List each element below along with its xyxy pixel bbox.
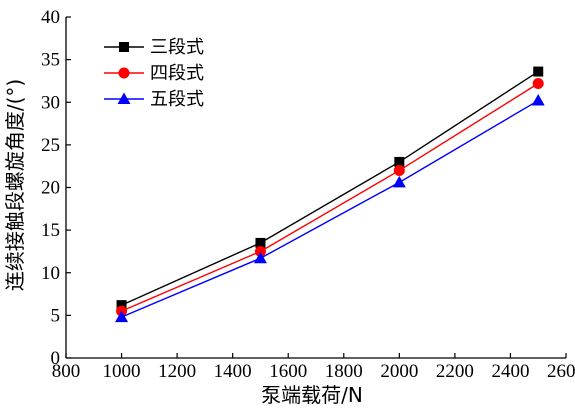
y-tick-label: 40: [41, 7, 60, 28]
legend-label: 三段式: [150, 37, 204, 58]
y-tick-label: 30: [41, 92, 60, 113]
series-square: [116, 66, 544, 311]
data-point: [533, 66, 544, 77]
y-tick-label: 25: [41, 135, 60, 156]
legend-item: 五段式: [104, 89, 204, 110]
legend-marker: [117, 92, 131, 104]
x-tick-label: 1600: [269, 361, 307, 382]
y-ticks: 0 5 10 15 20 25 30 35 40: [41, 7, 71, 369]
data-point: [393, 164, 405, 176]
series-line: [121, 70, 539, 306]
x-tick-label: 1000: [103, 361, 141, 382]
data-point: [394, 156, 405, 167]
data-point: [531, 94, 545, 106]
x-tick-label: 1200: [158, 361, 196, 382]
data-point: [253, 251, 267, 264]
data-point: [254, 245, 266, 257]
data-point: [115, 310, 129, 323]
axes: [65, 17, 566, 359]
series-triangle: [115, 94, 545, 323]
x-axis-title: 泵端载荷/N: [261, 383, 363, 407]
y-tick-label: 20: [41, 178, 60, 199]
series-group: [115, 66, 545, 323]
y-tick-label: 10: [41, 263, 60, 284]
data-point: [392, 175, 406, 188]
data-point: [255, 237, 266, 248]
y-tick-label: 0: [51, 348, 61, 369]
x-tick-label: 1400: [214, 361, 252, 382]
series-line: [121, 99, 539, 318]
legend-marker: [119, 42, 129, 52]
legend-item: 三段式: [104, 37, 204, 58]
series-circle: [116, 77, 544, 317]
data-point: [116, 300, 127, 311]
legend-label: 五段式: [150, 89, 204, 110]
y-tick-label: 35: [41, 50, 60, 71]
data-point: [532, 77, 544, 89]
y-tick-label: 5: [51, 305, 61, 326]
x-tick-label: 2000: [380, 361, 418, 382]
series-line: [121, 82, 539, 312]
legend-item: 四段式: [104, 63, 204, 84]
x-tick-label: 2400: [491, 361, 529, 382]
y-tick-label: 15: [41, 220, 60, 241]
x-tick-label: 800: [52, 361, 81, 382]
legend-marker: [118, 67, 130, 79]
x-tick-label: 1800: [325, 361, 363, 382]
legend-label: 四段式: [150, 63, 204, 84]
x-tick-label: 2200: [436, 361, 474, 382]
y-axis-title: 连续接触段螺旋角度/(°): [3, 79, 27, 291]
